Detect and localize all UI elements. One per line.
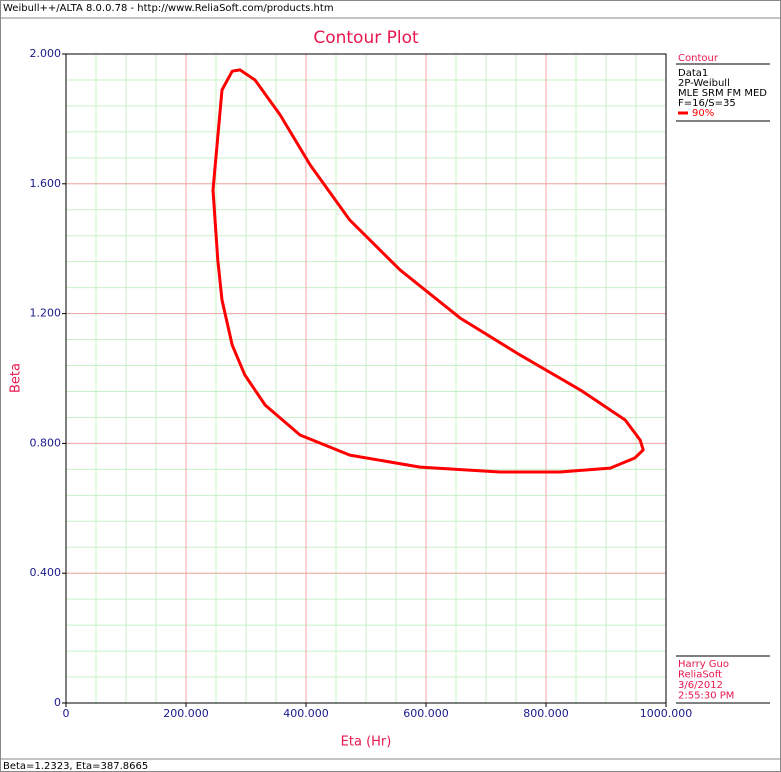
status-text: Beta=1.2323, Eta=387.8665: [3, 761, 148, 772]
legend-title: Contour: [678, 53, 719, 64]
y-tick-label: 0: [54, 696, 61, 709]
y-tick-label: 1.200: [30, 307, 62, 320]
x-tick-label: 1000.000: [640, 707, 693, 720]
plot-area: [65, 53, 667, 704]
x-tick-label: 600.000: [403, 707, 449, 720]
info-text: ReliaSoft: [678, 670, 722, 681]
contour-line: [211, 68, 645, 474]
chart-title: Contour Plot: [313, 28, 419, 48]
y-tick-label: 0.400: [30, 566, 62, 579]
y-tick-label: 1.600: [30, 177, 62, 190]
y-axis-label: Beta: [9, 363, 24, 393]
info-text: 3/6/2012: [678, 680, 723, 691]
y-tick-label: 0.800: [30, 436, 62, 449]
legend-text: MLE SRM FM MED: [678, 88, 767, 99]
legend-text: 2P-Weibull: [678, 78, 730, 89]
x-tick-label: 400.000: [283, 707, 329, 720]
window-title: Weibull++/ALTA 8.0.0.78 - http://www.Rel…: [3, 3, 334, 14]
info-text: 2:55:30 PM: [678, 691, 734, 702]
legend-label: 90%: [692, 108, 714, 119]
y-tick-label: 2.000: [30, 47, 62, 60]
info-text: Harry Guo: [678, 659, 729, 670]
x-tick-label: 800.000: [523, 707, 569, 720]
legend-text: F=16/S=35: [678, 98, 736, 109]
legend-text: Data1: [678, 68, 708, 79]
x-axis-label: Eta (Hr): [341, 735, 392, 750]
x-tick-label: 200.000: [163, 707, 209, 720]
x-tick-label: 0: [63, 707, 70, 720]
